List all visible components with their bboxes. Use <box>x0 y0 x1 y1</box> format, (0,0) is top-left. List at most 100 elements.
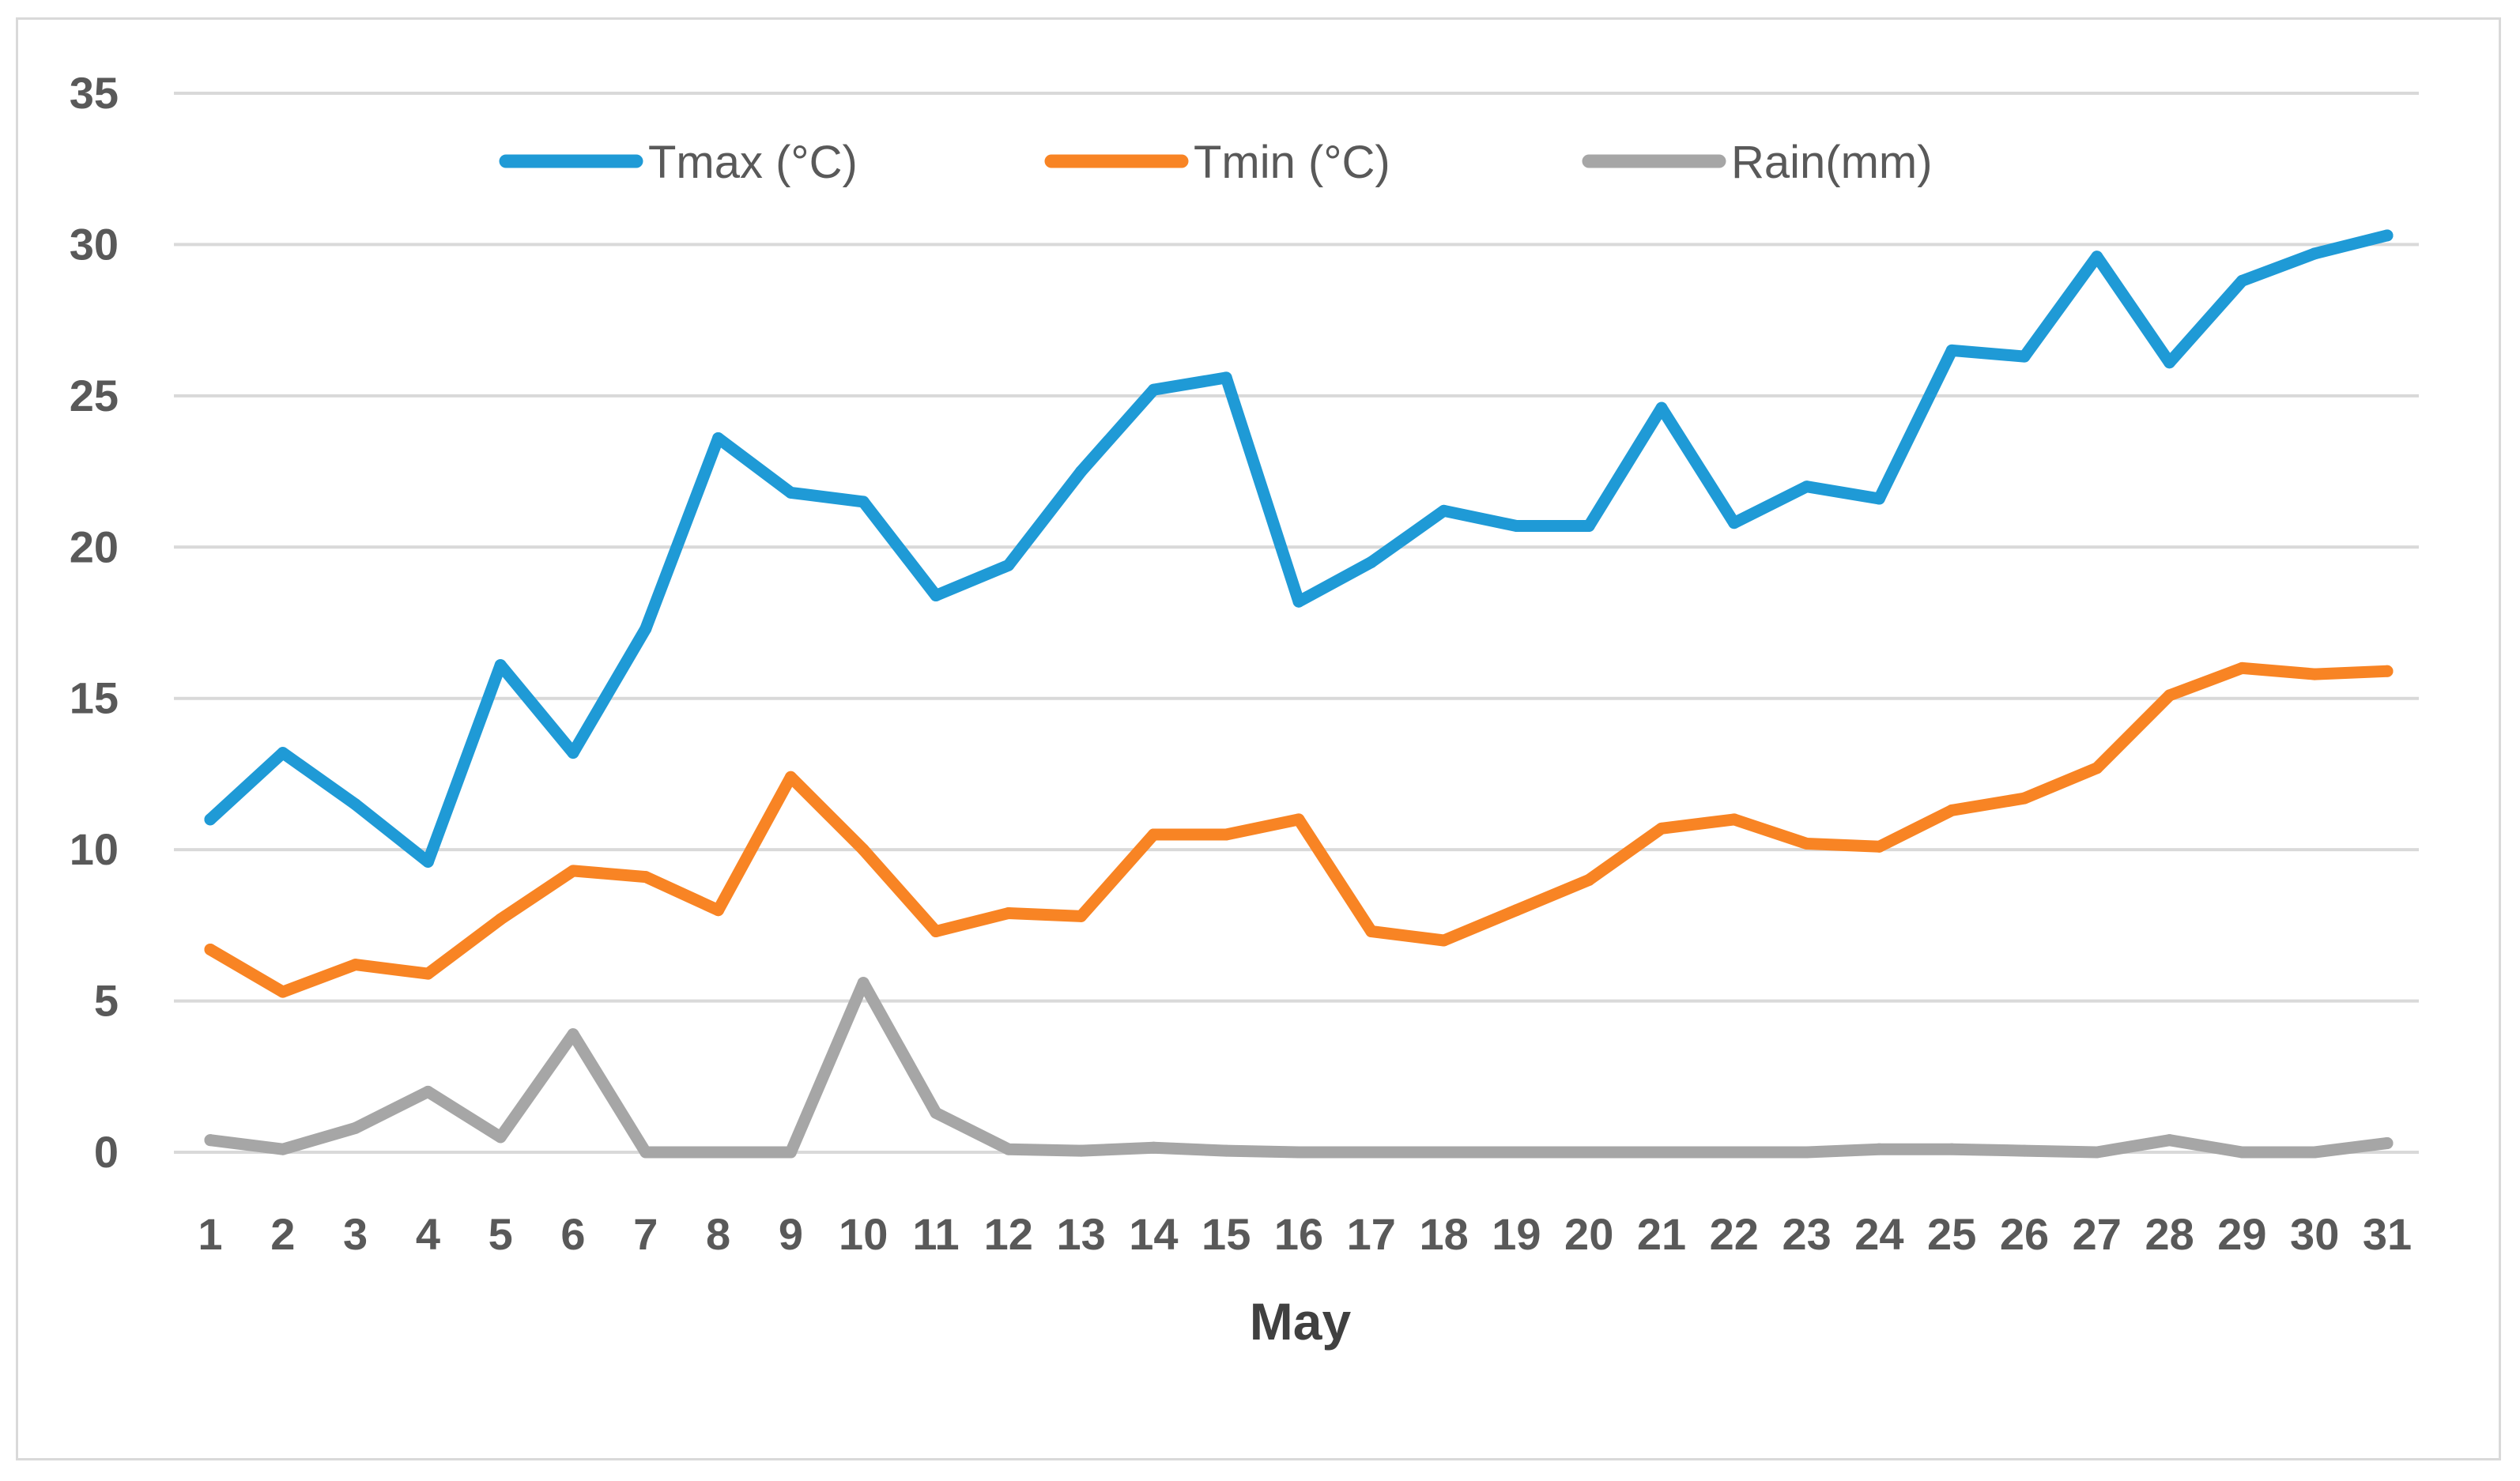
data-point <box>567 865 579 877</box>
data-point <box>1075 465 1088 478</box>
data-point <box>1365 1146 1378 1159</box>
data-point <box>1220 828 1232 841</box>
data-point <box>2381 1137 2394 1150</box>
data-point <box>2091 251 2103 263</box>
data-point <box>2091 1146 2103 1159</box>
data-point <box>2235 1146 2248 1159</box>
x-tick-label: 11 <box>912 1209 959 1259</box>
data-point <box>1945 804 1958 816</box>
data-point <box>784 771 797 783</box>
data-point <box>784 486 797 499</box>
data-point <box>2381 665 2394 677</box>
data-point <box>712 904 725 917</box>
x-axis-title: May <box>1250 1292 1352 1351</box>
legend-item-2: Rain(mm) <box>1582 137 1933 188</box>
x-tick-label: 26 <box>2000 1209 2049 1259</box>
data-point <box>2235 274 2248 287</box>
x-tick-label: 31 <box>2363 1209 2412 1259</box>
chart-frame <box>16 17 2501 1460</box>
x-tick-label: 30 <box>2290 1209 2339 1259</box>
data-point <box>1438 934 1451 947</box>
legend-item-1: Tmin (°C) <box>1044 137 1390 188</box>
x-tick-label: 13 <box>1056 1209 1105 1259</box>
data-point <box>204 1134 217 1147</box>
x-tick-label: 2 <box>270 1209 295 1259</box>
data-point <box>2164 689 2176 702</box>
data-point <box>1945 1143 1958 1155</box>
data-point <box>1220 1144 1232 1157</box>
y-tick-label: 0 <box>94 1127 119 1177</box>
data-point <box>639 623 652 635</box>
data-point <box>277 1143 289 1155</box>
data-point <box>494 1131 507 1144</box>
data-point <box>1801 480 1813 493</box>
data-point <box>1002 559 1015 571</box>
data-point <box>1147 828 1160 841</box>
x-tick-label: 9 <box>779 1209 803 1259</box>
data-point <box>1438 504 1451 517</box>
y-tick-label: 35 <box>70 68 119 118</box>
y-axis-tick-labels: 0 5 10 15 20 25 30 35 <box>70 68 119 1177</box>
data-point <box>1510 1146 1522 1159</box>
data-point <box>784 1146 797 1159</box>
data-point <box>1510 519 1522 532</box>
data-point <box>349 798 362 811</box>
data-point <box>712 431 725 444</box>
data-point <box>2308 668 2321 680</box>
data-point <box>1365 925 1378 938</box>
y-tick-label: 10 <box>70 824 119 874</box>
data-point <box>1873 492 1885 505</box>
y-tick-label: 30 <box>70 219 119 269</box>
x-tick-label: 8 <box>706 1209 730 1259</box>
data-point <box>349 1121 362 1134</box>
data-point <box>277 985 289 998</box>
x-tick-label: 12 <box>984 1209 1033 1259</box>
data-point <box>1075 910 1088 922</box>
legend: Tmax (°C) Tmin (°C) Rain(mm) <box>499 137 1933 188</box>
data-point <box>494 913 507 925</box>
data-point <box>1220 371 1232 384</box>
data-point <box>1873 840 1885 853</box>
legend-label: Tmax (°C) <box>648 137 858 188</box>
data-point <box>930 1106 942 1119</box>
data-point <box>1438 1146 1451 1159</box>
data-point <box>930 925 942 938</box>
data-point <box>2164 1134 2176 1147</box>
x-tick-label: 5 <box>489 1209 513 1259</box>
x-tick-label: 21 <box>1637 1209 1686 1259</box>
data-point <box>1655 401 1668 414</box>
data-point <box>349 959 362 971</box>
x-tick-label: 28 <box>2145 1209 2194 1259</box>
data-point <box>567 1028 579 1041</box>
data-point <box>1801 837 1813 850</box>
data-point <box>1728 1146 1741 1159</box>
x-tick-label: 3 <box>343 1209 368 1259</box>
data-point <box>2308 247 2321 260</box>
x-tick-label: 29 <box>2217 1209 2266 1259</box>
x-tick-label: 19 <box>1492 1209 1541 1259</box>
data-point <box>1873 1143 1885 1155</box>
data-point <box>1728 813 1741 826</box>
data-point <box>1583 519 1595 532</box>
data-point <box>1147 383 1160 396</box>
x-axis-tick-labels: 1 2 3 4 5 6 7 8 9 10 11 12 13 14 15 16 17 18 19 20 21 22 23 24 2… <box>198 1209 2412 1259</box>
x-tick-label: 6 <box>560 1209 585 1259</box>
data-point <box>1945 344 1958 356</box>
data-point <box>2381 229 2394 242</box>
x-tick-label: 17 <box>1347 1209 1396 1259</box>
data-point <box>1292 595 1305 608</box>
x-tick-label: 1 <box>198 1209 222 1259</box>
x-tick-label: 7 <box>633 1209 658 1259</box>
data-point <box>421 967 434 980</box>
data-point <box>1583 873 1595 886</box>
data-point <box>1583 1146 1595 1159</box>
data-point <box>1728 517 1741 529</box>
data-point <box>421 855 434 868</box>
legend-label: Tmin (°C) <box>1194 137 1390 188</box>
series-line-2 <box>204 977 2394 1159</box>
data-point <box>204 943 217 955</box>
data-point <box>1365 556 1378 568</box>
data-point <box>857 496 870 508</box>
data-point <box>857 843 870 856</box>
